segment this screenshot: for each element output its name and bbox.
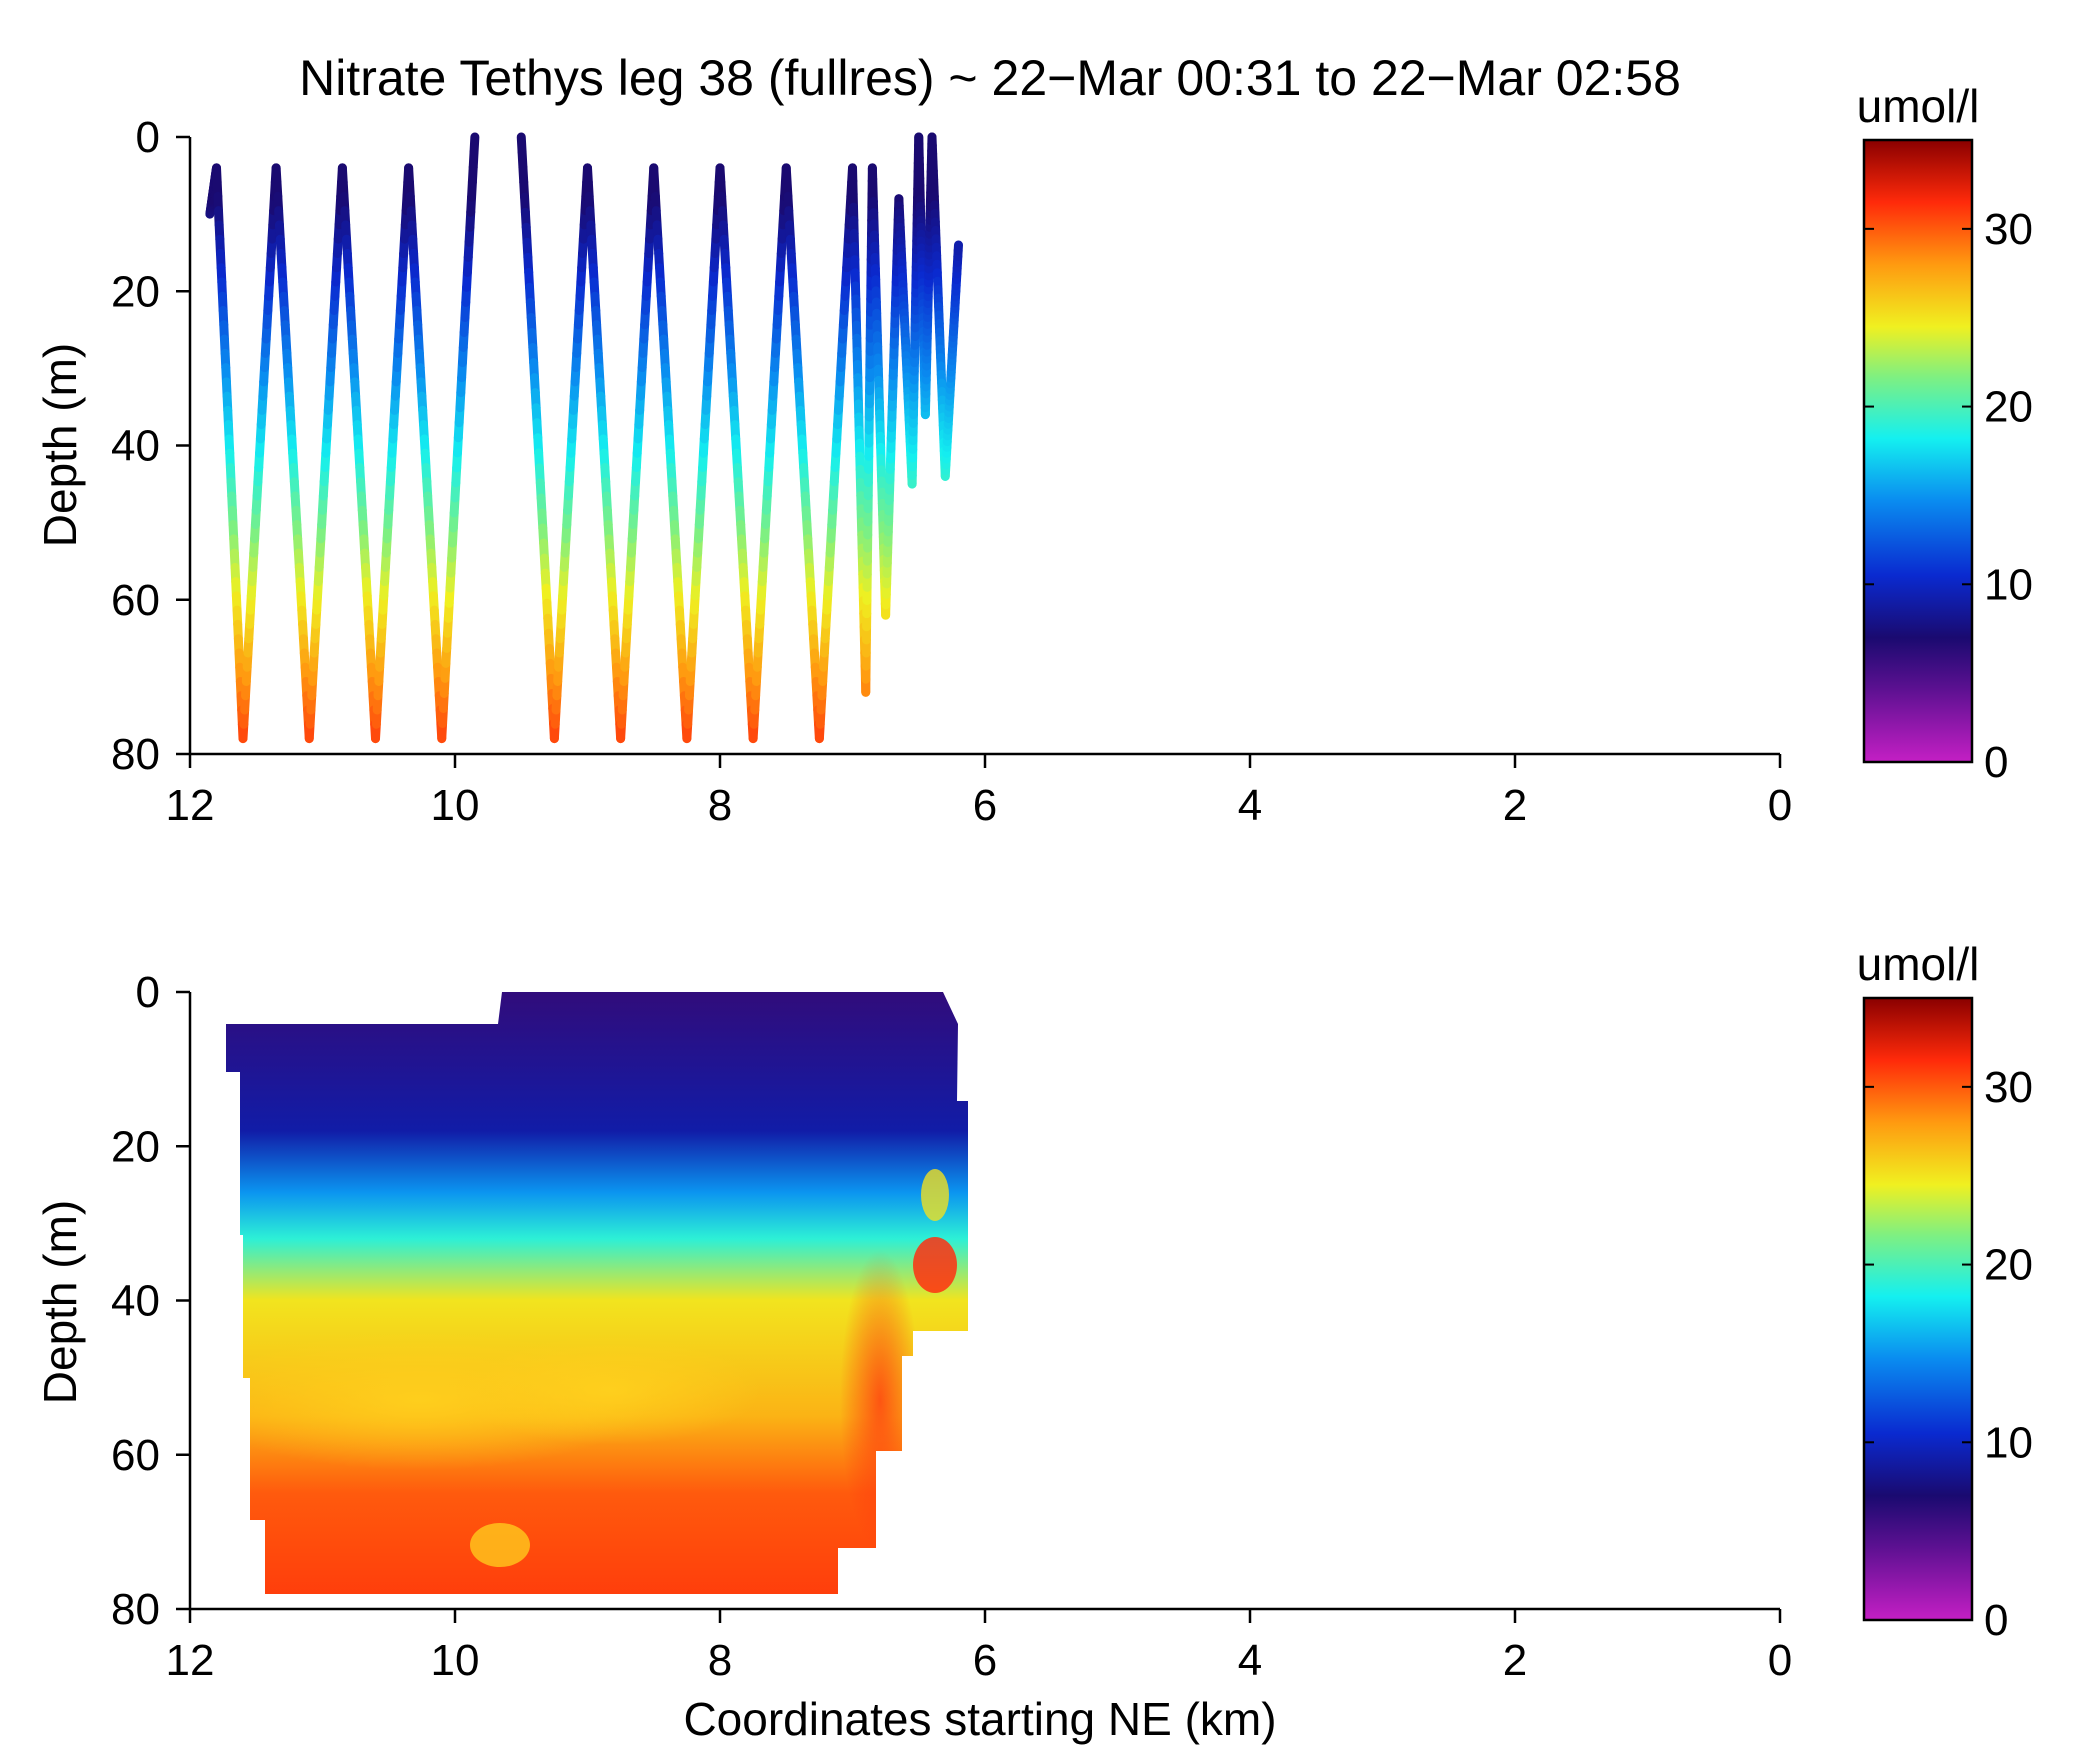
field-gradient xyxy=(226,992,968,1594)
y-tick-label: 60 xyxy=(111,576,160,625)
chart-title: Nitrate Tethys leg 38 (fullres) ~ 22−Mar… xyxy=(299,50,1681,106)
y-tick-label: 0 xyxy=(136,113,160,162)
colorbar-tick-label: 20 xyxy=(1984,383,2033,432)
x-tick-label: 10 xyxy=(431,1636,480,1685)
x-tick-label: 6 xyxy=(973,781,997,830)
x-tick-label: 12 xyxy=(166,781,215,830)
y-tick-label: 80 xyxy=(111,1585,160,1634)
x-tick-label: 8 xyxy=(708,781,732,830)
field-highlight xyxy=(921,1169,949,1221)
x-tick-label: 10 xyxy=(431,781,480,830)
y-tick-label: 60 xyxy=(111,1431,160,1480)
y-tick-label: 40 xyxy=(111,1277,160,1326)
x-tick-label: 12 xyxy=(166,1636,215,1685)
x-tick-label: 2 xyxy=(1503,781,1527,830)
x-axis: 12 10 8 6 4 2 0 xyxy=(166,752,1792,830)
colorbar-ticks: 0 10 20 30 xyxy=(1864,205,2033,787)
colorbar-tick-label: 0 xyxy=(1984,1596,2008,1645)
x-tick-label: 0 xyxy=(1768,1636,1792,1685)
x-tick-label: 4 xyxy=(1238,781,1262,830)
x-axis-label: Coordinates starting NE (km) xyxy=(683,1693,1276,1745)
y-tick-label: 40 xyxy=(111,422,160,471)
x-ticks: 12 10 8 6 4 2 0 xyxy=(166,754,1792,830)
y-axis-label: Depth (m) xyxy=(34,1200,86,1404)
x-tick-label: 4 xyxy=(1238,1636,1262,1685)
x-axis: 12 10 8 6 4 2 0 xyxy=(166,1607,1792,1685)
colorbar-tick-label: 10 xyxy=(1984,560,2033,609)
field-highlight xyxy=(840,1250,920,1550)
profile-segment xyxy=(469,132,480,157)
x-tick-label: 2 xyxy=(1503,1636,1527,1685)
field-highlight xyxy=(460,1335,760,1445)
profile-track xyxy=(205,132,963,744)
x-tick-label: 6 xyxy=(973,1636,997,1685)
colorbar-ticks: 0 10 20 30 xyxy=(1864,1063,2033,1645)
colorbar: umol/l 0 10 20 30 xyxy=(1857,80,2033,787)
colorbar-scale xyxy=(1862,138,1974,764)
colorbar-tick-label: 0 xyxy=(1984,738,2008,787)
top-panel: Nitrate Tethys leg 38 (fullres) ~ 22−Mar… xyxy=(34,50,2033,830)
y-ticks: 0 20 40 60 80 xyxy=(111,968,190,1634)
colorbar-scale xyxy=(1862,996,1974,1622)
y-tick-label: 80 xyxy=(111,730,160,779)
y-tick-label: 0 xyxy=(136,968,160,1017)
y-axis: 0 20 40 60 80 xyxy=(111,113,192,779)
y-axis: 0 20 40 60 80 xyxy=(111,968,192,1634)
colorbar-tick-label: 30 xyxy=(1984,1063,2033,1112)
colorbar: umol/l 0 10 20 30 xyxy=(1857,938,2033,1645)
y-tick-label: 20 xyxy=(111,267,160,316)
y-tick-label: 20 xyxy=(111,1122,160,1171)
nitrate-field xyxy=(226,992,968,1594)
field-highlight xyxy=(470,1523,530,1567)
x-tick-label: 8 xyxy=(708,1636,732,1685)
colorbar-tick-label: 20 xyxy=(1984,1241,2033,1290)
colorbar-label: umol/l xyxy=(1857,938,1980,990)
y-ticks: 0 20 40 60 80 xyxy=(111,113,190,779)
colorbar-label: umol/l xyxy=(1857,80,1980,132)
x-ticks: 12 10 8 6 4 2 0 xyxy=(166,1609,1792,1685)
field-highlight xyxy=(913,1237,957,1293)
x-tick-label: 0 xyxy=(1768,781,1792,830)
colorbar-tick-label: 30 xyxy=(1984,205,2033,254)
colorbar-tick-label: 10 xyxy=(1984,1418,2033,1467)
y-axis-label: Depth (m) xyxy=(34,343,86,547)
